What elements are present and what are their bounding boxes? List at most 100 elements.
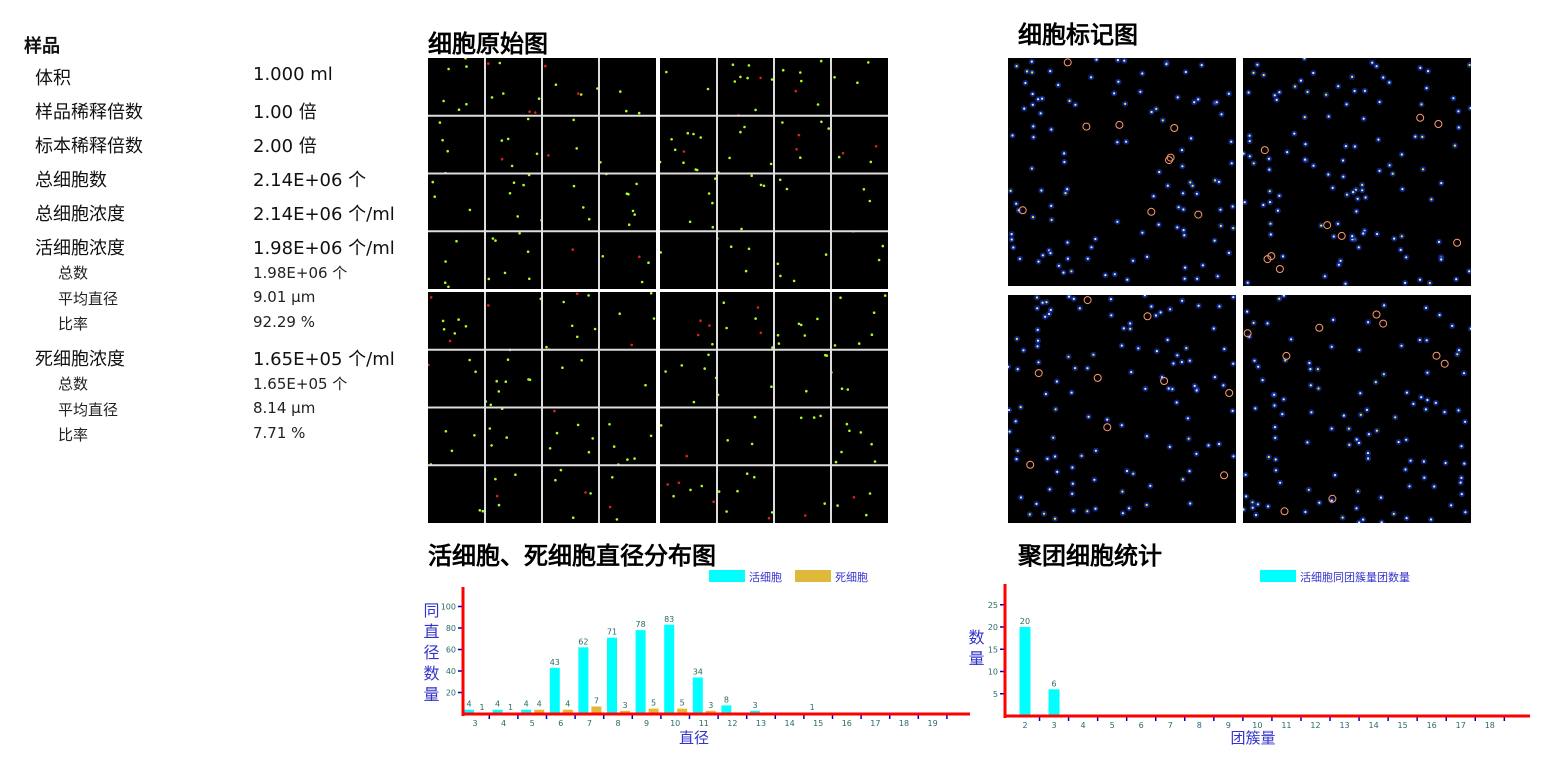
marked-image-title: 细胞标记图 [1018, 21, 1138, 49]
x-tick-label: 7 [587, 719, 592, 728]
x-tick-label: 3 [472, 719, 477, 728]
x-tick-label: 13 [756, 719, 766, 728]
live-sub-value: 9.01 μm [253, 288, 316, 306]
x-tick-label: 12 [1310, 721, 1320, 730]
field-label: 体积 [35, 68, 71, 89]
x-tick-label: 9 [644, 719, 649, 728]
x-tick-label: 7 [1168, 721, 1173, 730]
bar-value-label: 4 [466, 700, 471, 709]
dead-sub-label: 比率 [58, 426, 89, 444]
bar-dead [620, 710, 630, 714]
x-tick-label: 16 [842, 719, 852, 728]
bar-value-label: 6 [1052, 679, 1057, 688]
bar-live [578, 647, 589, 714]
cluster-y-axis-label: 数量 [968, 628, 985, 668]
raw-cell-image-2 [660, 58, 888, 289]
x-tick-label: 6 [558, 719, 563, 728]
x-tick-label: 19 [928, 719, 938, 728]
field-value: 2.14E+06 个/ml [253, 204, 395, 225]
bar-value-label: 34 [693, 667, 703, 676]
y-tick-label: 100 [441, 603, 456, 612]
bar-value-label: 83 [664, 615, 674, 624]
bar-value-label: 43 [550, 658, 560, 667]
field-value: 1.000 ml [253, 64, 333, 85]
bar-value-label: 3 [622, 701, 627, 710]
bar-live [492, 709, 503, 714]
field-label: 标本稀释倍数 [35, 136, 143, 157]
bar-live [1048, 689, 1060, 716]
bar-live [1019, 627, 1031, 716]
x-tick-label: 15 [813, 719, 823, 728]
dead-sub-value: 7.71 % [253, 424, 306, 442]
x-tick-label: 6 [1139, 721, 1144, 730]
dead-sub-value: 1.65E+05 个 [253, 375, 348, 393]
x-tick-label: 18 [899, 719, 909, 728]
field-label: 活细胞浓度 [35, 238, 125, 259]
raw-cell-image-1 [428, 58, 656, 289]
y-tick-label: 60 [446, 646, 456, 655]
bar-live [607, 637, 617, 714]
dead-sub-label: 平均直径 [58, 401, 119, 419]
bar-dead [591, 706, 602, 714]
bar-value-label: 4 [537, 700, 542, 709]
field-value: 1.98E+06 个/ml [253, 238, 395, 259]
live-sub-label: 平均直径 [58, 290, 119, 308]
distribution-chart-title: 活细胞、死细胞直径分布图 [428, 542, 716, 570]
x-tick-label: 8 [1197, 721, 1202, 730]
y-tick-label: 20 [446, 689, 456, 698]
bar-live [521, 709, 532, 714]
x-tick-label: 16 [1427, 721, 1437, 730]
bar-live [692, 677, 703, 714]
bar-value-label: 3 [752, 701, 757, 710]
field-value: 2.14E+06 个 [253, 170, 367, 191]
bar-value-label: 1 [810, 703, 815, 712]
x-tick-label: 11 [1281, 721, 1291, 730]
bar-value-label: 5 [651, 699, 656, 708]
bar-value-label: 8 [724, 695, 729, 704]
x-tick-label: 17 [1456, 721, 1466, 730]
x-tick-label: 5 [1110, 721, 1115, 730]
bar-value-label: 78 [636, 620, 646, 629]
field-label: 总细胞浓度 [35, 204, 125, 225]
raw-cell-image-3 [428, 292, 656, 523]
marked-cell-image-3 [1008, 295, 1236, 523]
x-tick-label: 5 [530, 719, 535, 728]
x-tick-label: 8 [615, 719, 620, 728]
y-tick-label: 25 [988, 601, 998, 610]
bar-value-label: 7 [594, 696, 599, 705]
x-tick-label: 3 [1052, 721, 1057, 730]
legend-swatch [1260, 570, 1296, 582]
bar-value-label: 1 [508, 703, 513, 712]
bar-dead [534, 709, 545, 714]
bar-live [635, 630, 646, 714]
legend-label: 活细胞同团簇量团数量 [1300, 570, 1410, 584]
x-tick-label: 17 [870, 719, 880, 728]
marked-cell-image-4 [1243, 295, 1471, 523]
x-tick-label: 18 [1485, 721, 1495, 730]
bar-value-label: 62 [578, 637, 588, 646]
x-tick-label: 4 [501, 719, 506, 728]
marked-cell-image-1 [1008, 58, 1236, 286]
marked-cell-image-2 [1243, 58, 1471, 286]
x-tick-label: 13 [1339, 721, 1349, 730]
x-tick-label: 11 [699, 719, 709, 728]
bar-dead [562, 709, 573, 714]
raw-image-title: 细胞原始图 [428, 30, 548, 58]
x-tick-label: 4 [1081, 721, 1086, 730]
legend-label: 活细胞 [749, 571, 782, 584]
field-value: 1.00 倍 [253, 102, 317, 123]
bar-live [464, 709, 474, 714]
x-axis-label: 直径 [679, 729, 709, 747]
bar-value-label: 71 [607, 628, 617, 637]
bar-value-label: 5 [680, 699, 685, 708]
bar-value-label: 20 [1020, 617, 1030, 626]
x-tick-label: 14 [785, 719, 795, 728]
x-tick-label: 12 [727, 719, 737, 728]
bar-value-label: 4 [495, 700, 500, 709]
y-tick-label: 5 [993, 690, 998, 699]
y-tick-label: 10 [988, 668, 998, 677]
bar-dead [648, 708, 659, 714]
legend-swatch [709, 570, 745, 582]
bar-value-label: 4 [524, 700, 529, 709]
